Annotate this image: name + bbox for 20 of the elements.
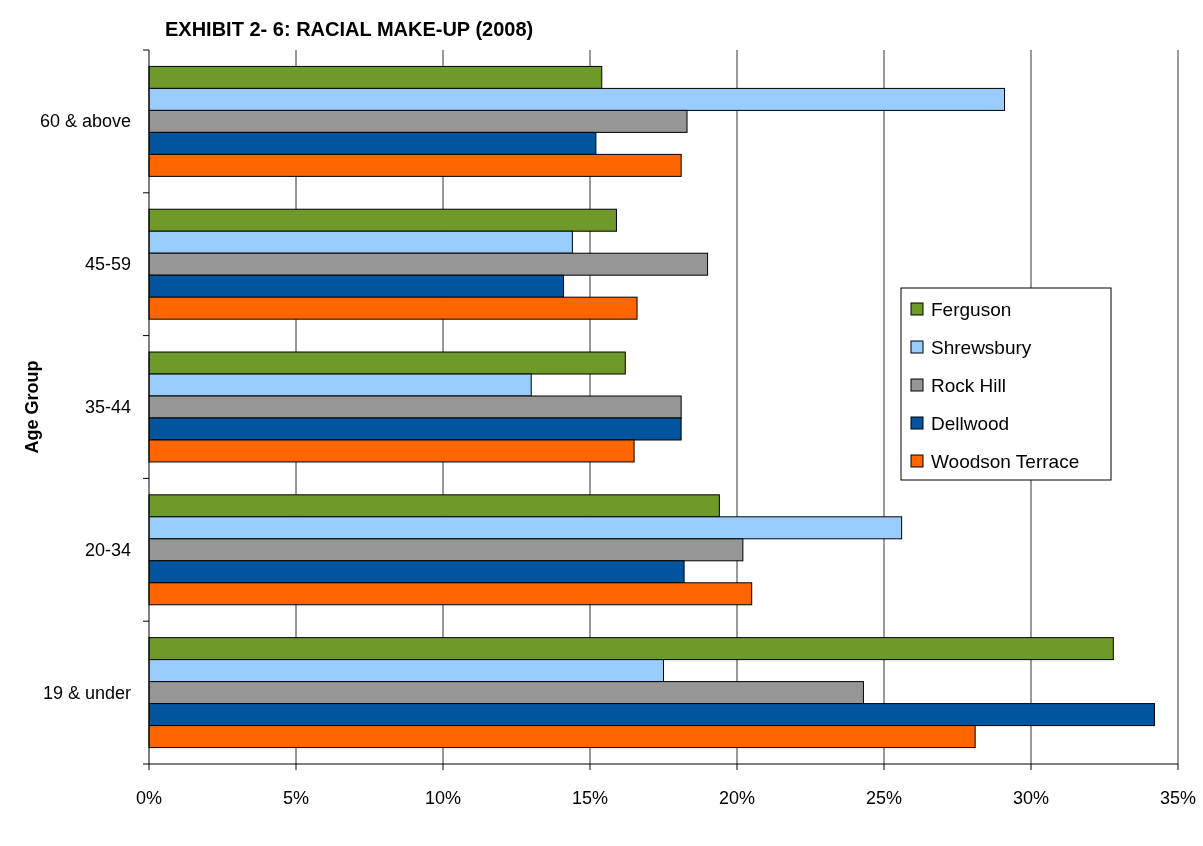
x-tick-label: 20% bbox=[718, 788, 756, 808]
x-tick-label: 25% bbox=[865, 788, 903, 808]
x-tick-label: 5% bbox=[282, 788, 310, 808]
x-tick-label: 10% bbox=[424, 788, 462, 808]
x-tick-label: 30% bbox=[1012, 788, 1050, 808]
x-tick-label: 15% bbox=[571, 788, 609, 808]
y-tick-label: 19 & under bbox=[42, 682, 131, 703]
legend-label: Ferguson bbox=[931, 299, 1012, 320]
legend-label: Dellwood bbox=[931, 413, 1010, 434]
x-tick-label: 0% bbox=[135, 788, 163, 808]
x-tick-label: 35% bbox=[1159, 788, 1197, 808]
y-tick-label: 45-59 bbox=[84, 254, 131, 275]
y-tick-label: 20-34 bbox=[84, 539, 131, 560]
legend-label: Woodson Terrace bbox=[931, 451, 1080, 472]
legend-label: Rock Hill bbox=[931, 375, 1006, 396]
y-tick-label: 60 & above bbox=[39, 111, 131, 132]
y-axis-title: Age Group bbox=[22, 360, 42, 454]
legend-label: Shrewsbury bbox=[931, 337, 1032, 358]
y-tick-label: 35-44 bbox=[84, 397, 131, 417]
chart-title: EXHIBIT 2- 6: RACIAL MAKE-UP (2008) bbox=[165, 18, 534, 40]
